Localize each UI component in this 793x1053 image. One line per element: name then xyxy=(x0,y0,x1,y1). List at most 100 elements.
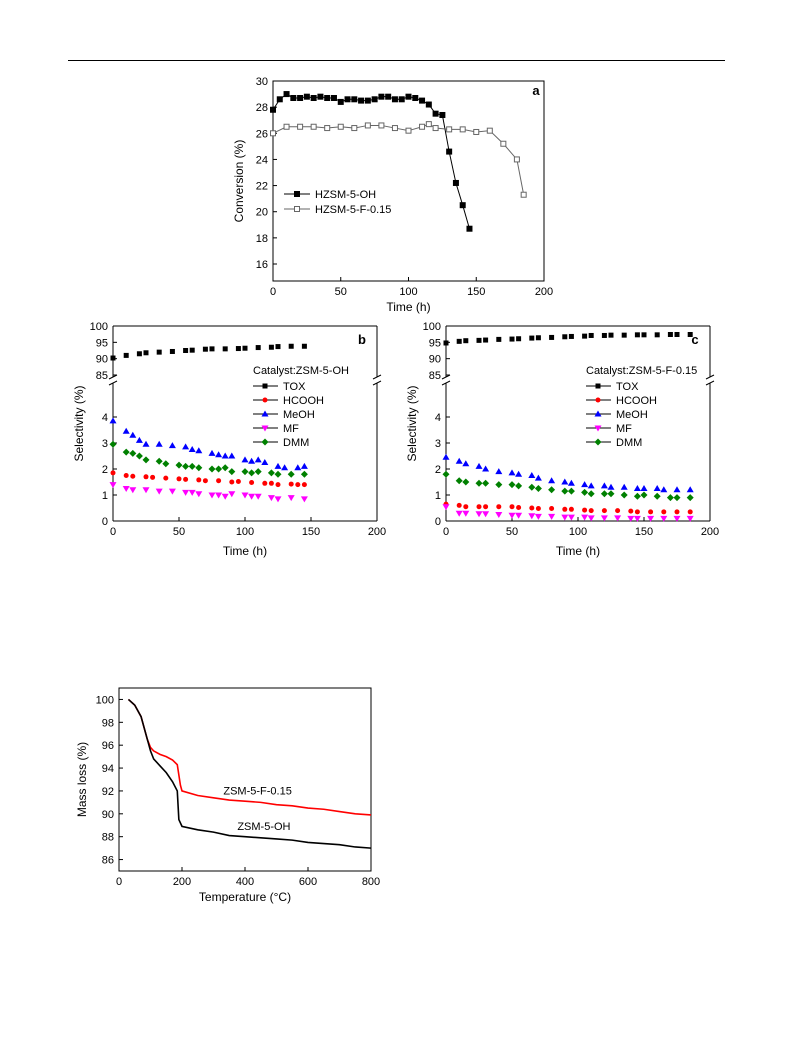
data-point-c xyxy=(482,465,490,472)
data-point-b xyxy=(216,478,222,484)
data-point-a xyxy=(364,122,371,129)
data-point-a xyxy=(425,101,432,108)
data-point-a xyxy=(270,130,276,137)
legend-label-c: HCOOH xyxy=(616,395,657,407)
y-tick-label-b: 100 xyxy=(90,321,108,333)
data-point-b xyxy=(143,350,149,356)
series-line-d xyxy=(127,698,372,849)
data-point-b xyxy=(228,452,236,459)
data-point-b xyxy=(254,493,262,500)
data-point-b xyxy=(235,346,241,352)
data-point-b xyxy=(136,351,142,357)
data-point-c xyxy=(582,507,588,513)
legend-marker-b xyxy=(262,397,268,403)
data-point-b xyxy=(188,489,196,496)
data-point-c xyxy=(463,338,469,344)
x-tick-label-b: 50 xyxy=(173,526,185,538)
data-point-b xyxy=(275,482,281,488)
y-tick-label-b: 0 xyxy=(102,516,108,528)
data-point-a xyxy=(364,97,371,104)
data-point-b xyxy=(156,349,162,355)
data-point-b xyxy=(182,443,190,450)
data-point-c xyxy=(600,490,608,498)
data-point-c xyxy=(648,509,654,515)
data-point-b xyxy=(221,464,229,472)
x-tick-label-a: 50 xyxy=(335,286,347,298)
data-point-b xyxy=(129,487,137,494)
legend-label-b: DMM xyxy=(283,437,309,449)
data-point-c xyxy=(463,504,469,510)
data-point-c xyxy=(587,490,595,498)
panel-label-c: c xyxy=(691,332,698,347)
panel-label-a: a xyxy=(532,83,540,98)
data-point-b xyxy=(155,488,163,495)
data-point-c xyxy=(515,470,523,477)
data-point-b xyxy=(122,486,130,492)
data-point-c xyxy=(516,336,522,342)
data-point-c xyxy=(475,511,483,518)
data-point-c xyxy=(495,481,503,489)
data-point-b xyxy=(241,492,249,499)
data-point-b xyxy=(228,468,236,476)
data-point-a xyxy=(520,191,527,198)
data-point-b xyxy=(135,436,143,443)
data-point-c xyxy=(496,504,502,510)
data-point-b xyxy=(267,495,275,502)
panel-label-b: b xyxy=(358,332,366,347)
data-point-b xyxy=(248,493,256,500)
data-point-b xyxy=(254,468,262,476)
data-point-c xyxy=(582,333,588,339)
data-point-b xyxy=(301,482,307,488)
data-point-b xyxy=(208,465,216,473)
data-point-c xyxy=(633,485,641,491)
data-point-b xyxy=(142,440,150,447)
data-point-b xyxy=(110,470,116,476)
data-point-a xyxy=(405,93,412,100)
data-point-b xyxy=(267,469,275,477)
data-point-b xyxy=(122,427,130,434)
data-point-b xyxy=(262,480,268,486)
data-point-b xyxy=(295,482,301,488)
data-point-a xyxy=(466,225,473,232)
data-point-a xyxy=(270,106,276,113)
data-point-a xyxy=(412,94,419,101)
legend-marker-a xyxy=(294,191,300,197)
data-point-c xyxy=(442,453,450,460)
data-point-c xyxy=(548,486,556,494)
data-point-b xyxy=(183,476,189,482)
legend-label-b: MeOH xyxy=(283,409,315,421)
data-point-c xyxy=(601,332,607,338)
legend-marker-b xyxy=(262,383,268,389)
data-point-b xyxy=(202,346,208,352)
legend-marker-c xyxy=(595,383,601,389)
data-point-b xyxy=(176,476,182,482)
data-point-c xyxy=(549,506,555,512)
data-point-c xyxy=(647,515,655,522)
data-point-b xyxy=(123,473,129,478)
data-point-b xyxy=(129,431,137,438)
catalyst-annotation-b: Catalyst:ZSM-5-OH xyxy=(253,365,349,377)
y-axis-label-b: Selectivity (%) xyxy=(72,385,86,461)
data-point-b xyxy=(188,462,196,470)
data-point-c xyxy=(641,332,647,338)
data-point-b xyxy=(150,474,156,480)
data-point-c xyxy=(661,509,667,515)
legend-label-c: TOX xyxy=(616,381,639,393)
plot-frame-d xyxy=(118,687,372,872)
y-tick-label-d: 100 xyxy=(96,694,114,706)
axis-break-mark-b xyxy=(372,380,382,386)
x-tick-label-a: 0 xyxy=(270,286,276,298)
data-point-a xyxy=(283,91,290,98)
x-tick-label-b: 200 xyxy=(368,526,386,538)
legend-marker-c xyxy=(594,425,602,432)
data-point-a xyxy=(351,125,358,132)
data-point-b xyxy=(195,447,203,454)
y-tick-label-b: 95 xyxy=(96,337,108,349)
data-point-c xyxy=(515,482,523,490)
data-point-c xyxy=(534,485,542,492)
y-tick-label-c: 3 xyxy=(435,438,441,450)
data-point-c xyxy=(660,486,668,493)
data-point-c xyxy=(443,340,449,346)
axis-break-mark-b xyxy=(108,374,118,380)
data-point-b xyxy=(162,460,170,468)
